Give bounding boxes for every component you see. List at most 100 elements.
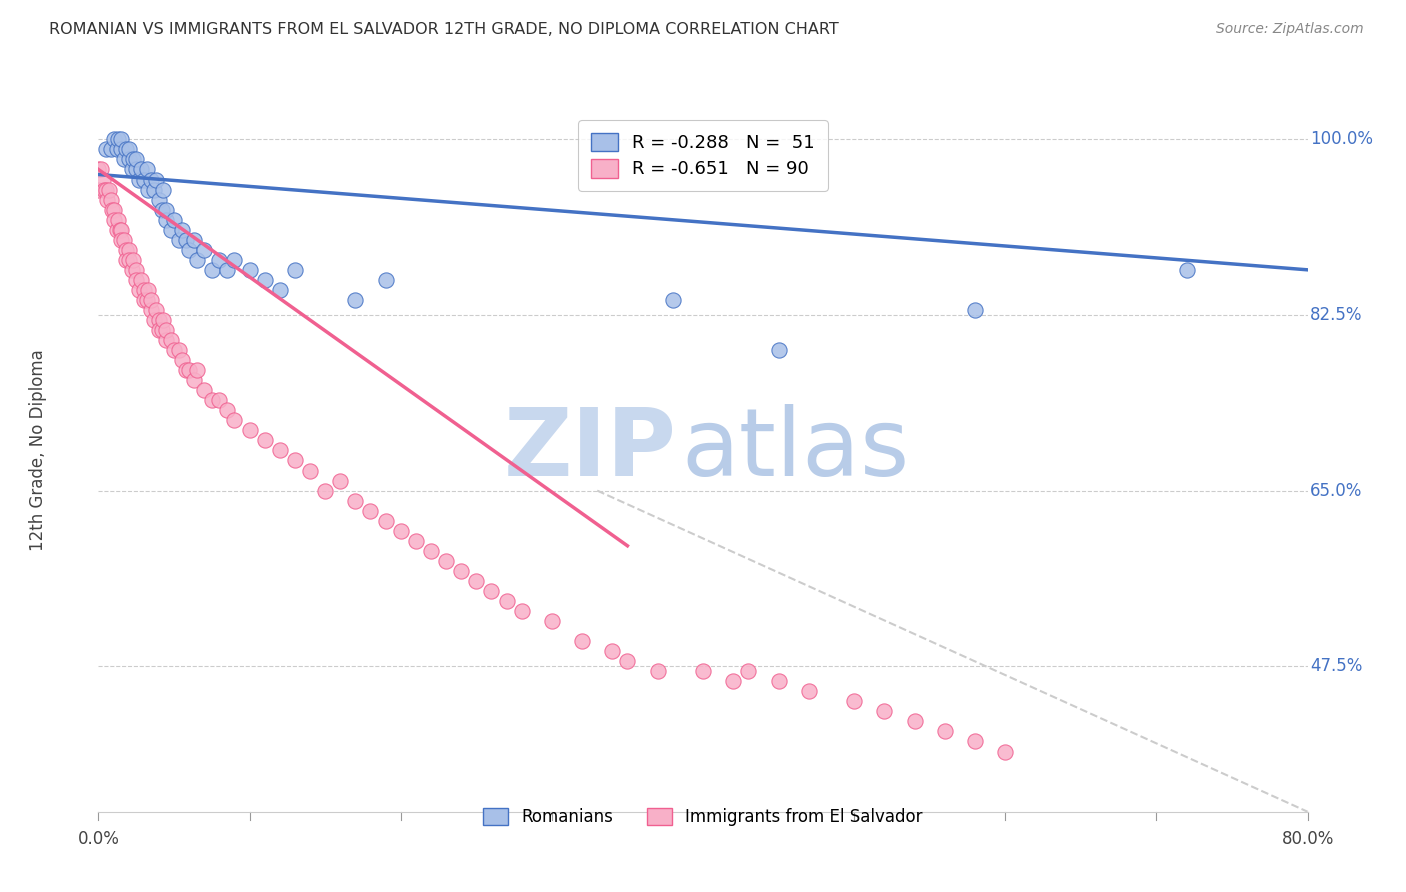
Point <box>193 243 215 257</box>
Point <box>110 222 132 236</box>
Point <box>91 172 114 186</box>
Point <box>100 142 122 156</box>
Point <box>150 323 173 337</box>
Point <box>186 252 208 267</box>
Point <box>269 443 291 458</box>
Point <box>132 172 155 186</box>
Point <box>540 614 562 628</box>
Point <box>112 153 135 167</box>
Point <box>844 694 866 708</box>
Point <box>284 262 307 277</box>
Point <box>132 283 155 297</box>
Point <box>121 262 143 277</box>
Point <box>201 393 224 408</box>
Point <box>148 193 170 207</box>
Point <box>87 182 110 196</box>
Point <box>183 233 205 247</box>
Point <box>125 153 148 167</box>
Point <box>450 564 472 578</box>
Point <box>122 252 145 267</box>
Point <box>145 172 167 186</box>
Point <box>100 193 122 207</box>
Point <box>155 323 177 337</box>
Point <box>253 434 276 448</box>
Point <box>118 252 141 267</box>
Point <box>299 463 322 477</box>
Point <box>186 363 208 377</box>
Point <box>170 353 193 368</box>
Point <box>661 293 683 307</box>
Point <box>129 273 152 287</box>
Text: 65.0%: 65.0% <box>1310 482 1362 500</box>
Point <box>107 212 129 227</box>
Point <box>112 233 135 247</box>
Point <box>179 243 201 257</box>
Point <box>122 153 145 167</box>
Point <box>208 252 231 267</box>
Point <box>160 333 183 347</box>
Point <box>374 273 396 287</box>
Point <box>90 162 112 177</box>
Point <box>374 514 396 528</box>
Point <box>118 243 141 257</box>
Point <box>405 533 427 548</box>
Point <box>495 594 517 608</box>
Point <box>136 182 159 196</box>
Point <box>105 222 128 236</box>
Point <box>145 303 167 318</box>
Point <box>114 142 136 156</box>
Point <box>215 403 238 417</box>
Point <box>616 654 638 668</box>
Point <box>163 212 186 227</box>
Legend: Romanians, Immigrants from El Salvador: Romanians, Immigrants from El Salvador <box>470 795 936 839</box>
Point <box>329 474 352 488</box>
Point <box>208 393 231 408</box>
Point <box>148 323 170 337</box>
Point <box>904 714 927 729</box>
Point <box>118 153 141 167</box>
Point <box>152 182 174 196</box>
Text: 80.0%: 80.0% <box>1281 830 1334 847</box>
Point <box>152 313 174 327</box>
Point <box>132 293 155 307</box>
Point <box>110 132 132 146</box>
Point <box>224 413 246 427</box>
Point <box>994 744 1017 758</box>
Point <box>135 293 157 307</box>
Point <box>360 503 382 517</box>
Point <box>434 554 457 568</box>
Point <box>965 303 987 318</box>
Point <box>128 172 150 186</box>
Text: ZIP: ZIP <box>503 404 676 497</box>
Point <box>873 705 896 719</box>
Text: 47.5%: 47.5% <box>1310 657 1362 675</box>
Point <box>167 233 190 247</box>
Point <box>125 162 148 177</box>
Point <box>284 453 307 467</box>
Point <box>737 664 759 679</box>
Text: ROMANIAN VS IMMIGRANTS FROM EL SALVADOR 12TH GRADE, NO DIPLOMA CORRELATION CHART: ROMANIAN VS IMMIGRANTS FROM EL SALVADOR … <box>49 22 839 37</box>
Text: atlas: atlas <box>682 404 910 497</box>
Point <box>143 313 166 327</box>
Point <box>768 674 790 689</box>
Point <box>465 574 488 588</box>
Point <box>481 583 503 598</box>
Point <box>215 262 238 277</box>
Point <box>174 363 197 377</box>
Point <box>314 483 336 498</box>
Point <box>148 313 170 327</box>
Point <box>253 273 276 287</box>
Point <box>510 604 533 618</box>
Point <box>105 142 128 156</box>
Point <box>934 724 956 739</box>
Point <box>965 734 987 748</box>
Point <box>201 262 224 277</box>
Point <box>98 182 121 196</box>
Point <box>160 222 183 236</box>
Point <box>723 674 745 689</box>
Point <box>163 343 186 357</box>
Point <box>239 262 262 277</box>
Point <box>118 142 141 156</box>
Point <box>107 132 129 146</box>
Point <box>125 273 148 287</box>
